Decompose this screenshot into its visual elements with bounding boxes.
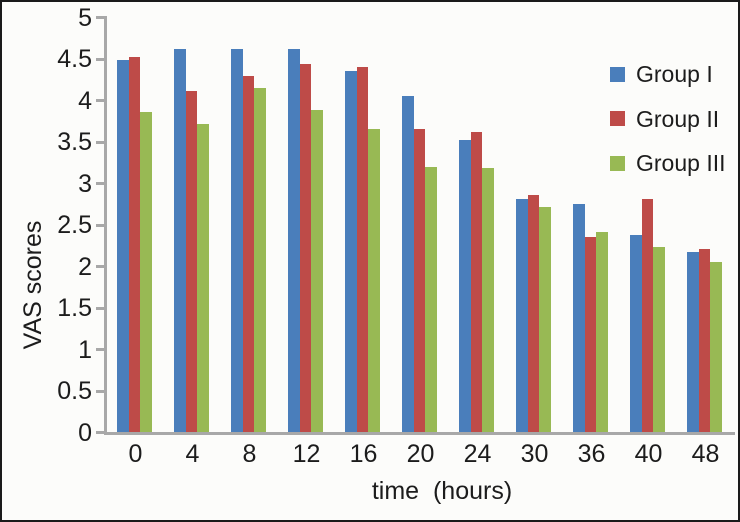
bar-group-iii-8h	[254, 88, 266, 433]
bar-group-iii-12h	[311, 110, 323, 433]
y-tick-label: 3	[78, 169, 92, 198]
bar-group-ii-20h	[413, 128, 425, 433]
bar-group-i-40h	[630, 234, 642, 433]
legend-item-group-ii: Group II	[610, 105, 719, 133]
y-axis-line	[104, 16, 107, 435]
bar-group-ii-8h	[242, 75, 254, 433]
bar-group-iii-30h	[539, 206, 551, 433]
bar-group-i-12h	[288, 49, 300, 433]
x-tick-label: 24	[463, 440, 492, 468]
bar-group-i-24h	[459, 140, 471, 433]
y-tick-label: 1.5	[57, 294, 92, 322]
y-tick-label: 0.5	[57, 377, 92, 405]
x-tick-label: 4	[185, 440, 200, 468]
legend-label: Group III	[636, 150, 726, 176]
bar-group-i-0h	[117, 59, 129, 433]
bar-group-iii-36h	[596, 232, 608, 433]
x-tick-label: 36	[577, 440, 606, 468]
bar-group-iii-24h	[482, 167, 494, 433]
bar-group-ii-40h	[641, 199, 653, 433]
y-tick-mark	[96, 57, 105, 61]
legend-swatch-icon	[610, 111, 625, 126]
y-tick-label: 5	[78, 3, 92, 32]
bar-group-iii-48h	[710, 262, 722, 433]
x-tick-label: 40	[634, 440, 663, 468]
bar-group-iii-16h	[368, 128, 380, 433]
y-tick-label: 1	[78, 335, 92, 364]
y-tick-mark	[96, 306, 105, 310]
bar-group-iii-40h	[653, 247, 665, 433]
y-tick-label: 3.5	[57, 128, 92, 156]
bar-group-ii-36h	[584, 237, 596, 433]
bar-group-i-4h	[174, 49, 186, 433]
legend-label: Group II	[636, 105, 720, 132]
y-tick-mark	[96, 140, 105, 144]
bar-group-i-8h	[231, 49, 243, 433]
bar-group-ii-24h	[470, 132, 482, 433]
bar-group-iii-4h	[197, 123, 209, 433]
bar-group-ii-12h	[299, 63, 311, 433]
bar-group-i-30h	[516, 199, 528, 433]
bar-group-ii-0h	[128, 56, 140, 433]
x-tick-label: 0	[128, 440, 143, 468]
y-tick-label: 4	[78, 86, 92, 115]
x-tick-label: 12	[292, 440, 321, 468]
bar-group-ii-16h	[356, 67, 368, 433]
y-tick-mark	[96, 182, 105, 185]
x-tick-label: 16	[349, 440, 378, 468]
y-tick-label: 2	[78, 252, 92, 281]
x-tick-label: 20	[406, 440, 435, 468]
legend-swatch-icon	[610, 66, 625, 82]
bar-group-ii-4h	[185, 90, 197, 433]
y-tick-mark	[96, 348, 105, 351]
y-tick-mark	[96, 265, 105, 268]
legend-item-group-iii: Group III	[610, 149, 725, 177]
y-tick-mark	[96, 99, 105, 102]
x-axis-line	[104, 432, 735, 435]
x-tick-label: 8	[242, 440, 257, 468]
legend-label: Group I	[636, 61, 713, 87]
bar-group-ii-48h	[698, 249, 710, 433]
bar-group-ii-30h	[527, 195, 539, 433]
x-axis-title: time (hours)	[371, 477, 513, 505]
y-tick-mark	[96, 389, 105, 393]
y-tick-label: 4.5	[57, 45, 92, 73]
bar-group-i-36h	[573, 204, 585, 433]
y-tick-label: 0	[78, 418, 92, 447]
y-tick-mark	[96, 16, 105, 19]
bar-group-i-20h	[402, 95, 414, 433]
bar-group-i-16h	[345, 70, 357, 433]
y-tick-label: 2.5	[57, 211, 92, 239]
bar-group-iii-0h	[140, 112, 152, 433]
bar-group-iii-20h	[425, 166, 437, 433]
y-tick-mark	[96, 223, 105, 227]
legend-swatch-icon	[610, 155, 625, 171]
y-tick-mark	[96, 431, 105, 434]
legend-item-group-i: Group I	[610, 60, 713, 88]
bar-group-i-48h	[687, 251, 699, 433]
x-tick-label: 48	[691, 440, 720, 468]
x-tick-label: 30	[520, 440, 549, 468]
